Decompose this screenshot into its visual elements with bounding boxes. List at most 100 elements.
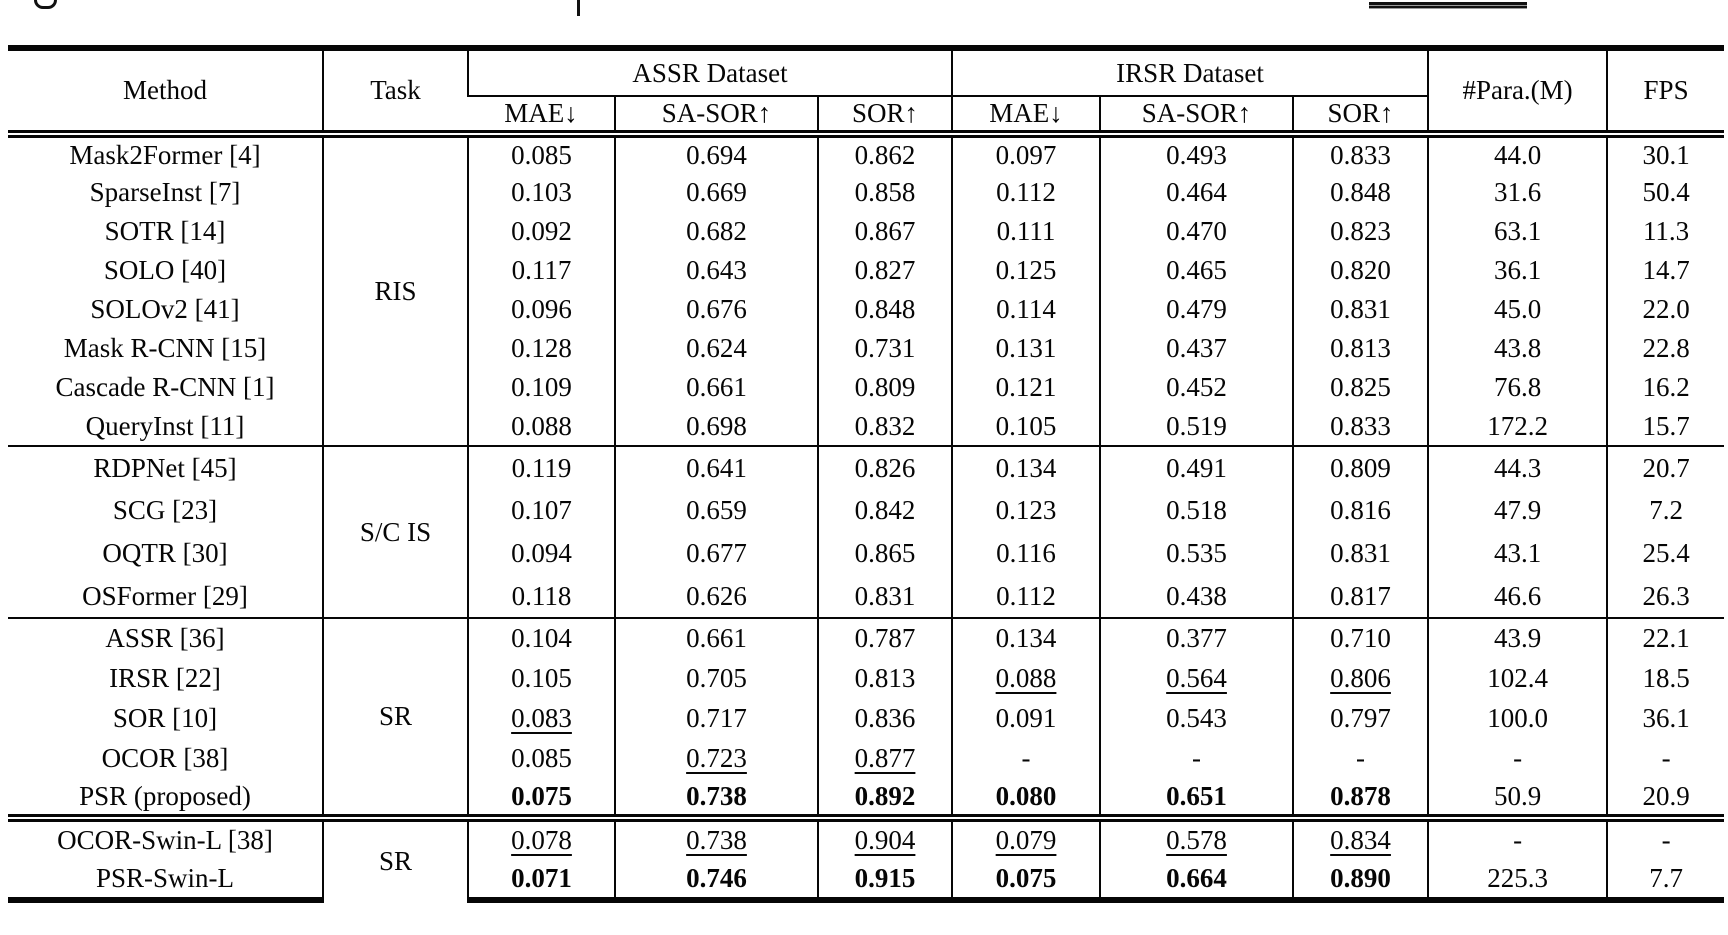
- value-cell: 43.8: [1427, 329, 1608, 368]
- value-cell: 0.832: [816, 407, 953, 446]
- value-cell: 11.3: [1606, 212, 1725, 251]
- value-cell: 0.096: [467, 290, 615, 329]
- value-cell: 0.094: [467, 532, 615, 575]
- col-group-irsr-dataset: IRSR Dataset: [951, 45, 1429, 97]
- caption-descender-fragment: [34, 0, 57, 9]
- value-cell: 0.820: [1292, 251, 1429, 290]
- table-row: SOLOv2 [41] 0.096 0.676 0.848 0.114 0.479 0.83…: [8, 290, 1725, 329]
- value-cell: 0.867: [816, 212, 953, 251]
- col-header-fps: FPS: [1606, 45, 1725, 134]
- value-cell: 0.535: [1099, 532, 1294, 575]
- value-cell: 0.865: [816, 532, 953, 575]
- value-cell: 15.7: [1606, 407, 1725, 446]
- value-cell: 0.806: [1292, 658, 1429, 698]
- method-cell: IRSR [22]: [109, 662, 221, 693]
- value-cell: 0.817: [1292, 575, 1429, 618]
- method-cell: SOLOv2 [41]: [90, 294, 240, 324]
- table-row: OCOR-Swin-L [38] SR 0.078 0.738 0.904 0.079 0.…: [8, 814, 1725, 900]
- value-cell: 0.117: [467, 251, 615, 290]
- value-cell: 0.694: [614, 130, 818, 173]
- value-cell: 0.079: [951, 814, 1101, 859]
- value-cell: 0.123: [951, 489, 1101, 532]
- value-cell: 0.842: [816, 489, 953, 532]
- value-cell: 0.661: [614, 368, 818, 407]
- value-cell: 0.103: [467, 173, 615, 212]
- value-cell: 46.6: [1427, 575, 1608, 618]
- value-cell: 0.131: [951, 329, 1101, 368]
- value-cell: 102.4: [1427, 658, 1608, 698]
- value-cell: 7.7: [1606, 859, 1725, 903]
- value-cell: 0.787: [816, 617, 953, 658]
- value-cell: -: [1427, 814, 1608, 859]
- value-cell: 0.848: [816, 290, 953, 329]
- value-cell: 50.4: [1606, 173, 1725, 212]
- method-cell: OCOR-Swin-L [38]: [8, 814, 323, 859]
- value-cell: 0.128: [467, 329, 615, 368]
- task-cell: SR: [322, 617, 468, 818]
- value-cell: 0.543: [1099, 698, 1294, 738]
- value-cell: 0.825: [1292, 368, 1429, 407]
- table-row: SOLO [40] 0.117 0.643 0.827 0.125 0.465 0.820 3…: [8, 251, 1725, 290]
- value-cell: 0.105: [951, 407, 1101, 446]
- value-cell: 0.809: [1292, 445, 1429, 489]
- value-cell: 0.676: [614, 290, 818, 329]
- value-cell: 0.831: [1292, 290, 1429, 329]
- value-cell: 0.664: [1099, 859, 1294, 903]
- value-cell: 0.892: [816, 778, 953, 818]
- method-group: OCOR-Swin-L [38] SR 0.078 0.738 0.904 0.079 0.…: [8, 814, 1725, 903]
- method-cell: RDPNet [45]: [8, 445, 323, 489]
- table-row: ASSR [36] SR 0.104 0.661 0.787 0.134 0.377 0.71…: [8, 617, 1725, 818]
- value-cell: 20.7: [1606, 445, 1725, 489]
- method-cell: OSFormer [29]: [82, 580, 248, 611]
- value-cell: 50.9: [1427, 778, 1608, 818]
- value-cell: 22.8: [1606, 329, 1725, 368]
- value-cell: 26.3: [1606, 575, 1725, 618]
- value-cell: 0.092: [467, 212, 615, 251]
- results-table: Method Task ASSR Dataset IRSR Dataset #P…: [8, 45, 1725, 903]
- value-cell: 0.465: [1099, 251, 1294, 290]
- value-cell: 0.112: [951, 173, 1101, 212]
- value-cell: 22.0: [1606, 290, 1725, 329]
- value-cell: 0.118: [467, 575, 615, 618]
- value-cell: -: [1099, 738, 1294, 778]
- value-cell: 0.669: [614, 173, 818, 212]
- value-cell: 0.377: [1099, 617, 1294, 658]
- value-cell: 0.134: [951, 617, 1101, 658]
- value-cell: 0.437: [1099, 329, 1294, 368]
- value-cell: 0.080: [951, 778, 1101, 818]
- method-cell: SOTR [14]: [104, 216, 226, 246]
- value-cell: 0.738: [614, 778, 818, 818]
- value-cell: 0.107: [467, 489, 615, 532]
- value-cell: 44.3: [1427, 445, 1608, 489]
- value-cell: 20.9: [1606, 778, 1725, 818]
- value-cell: 0.641: [614, 445, 818, 489]
- value-cell: 0.862: [816, 130, 953, 173]
- value-cell: 0.717: [614, 698, 818, 738]
- method-cell: SOLO [40]: [103, 255, 227, 285]
- value-cell: 63.1: [1427, 212, 1608, 251]
- value-cell: 0.643: [614, 251, 818, 290]
- value-cell: 0.518: [1099, 489, 1294, 532]
- value-cell: 0.833: [1292, 130, 1429, 173]
- value-cell: 0.746: [614, 859, 818, 903]
- value-cell: -: [1606, 814, 1725, 859]
- value-cell: 0.836: [816, 698, 953, 738]
- method-group: ASSR [36] SR 0.104 0.661 0.787 0.134 0.377 0.71…: [8, 617, 1725, 818]
- value-cell: 0.083: [467, 698, 615, 738]
- table-header: Method Task ASSR Dataset IRSR Dataset #P…: [8, 45, 1725, 134]
- value-cell: 0.075: [467, 778, 615, 818]
- value-cell: 0.827: [816, 251, 953, 290]
- value-cell: 36.1: [1427, 251, 1608, 290]
- value-cell: 0.105: [467, 658, 615, 698]
- value-cell: 0.831: [816, 575, 953, 618]
- value-cell: 0.659: [614, 489, 818, 532]
- value-cell: 0.088: [951, 658, 1101, 698]
- value-cell: 0.578: [1099, 814, 1294, 859]
- value-cell: 0.677: [614, 532, 818, 575]
- method-cell: SOR [10]: [112, 702, 218, 733]
- value-cell: 0.624: [614, 329, 818, 368]
- value-cell: 0.834: [1292, 814, 1429, 859]
- value-cell: 0.813: [1292, 329, 1429, 368]
- value-cell: 43.1: [1427, 532, 1608, 575]
